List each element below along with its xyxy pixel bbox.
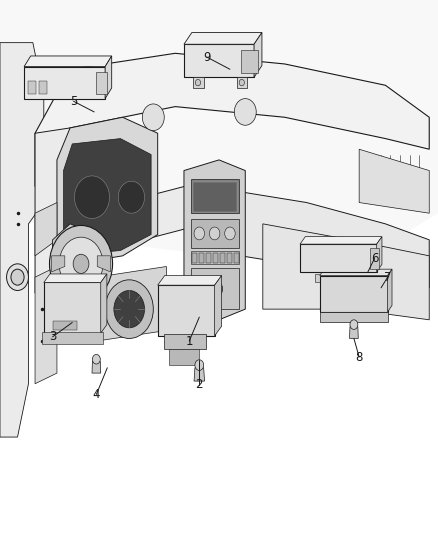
- Bar: [220, 253, 225, 263]
- Bar: [191, 219, 239, 248]
- Circle shape: [194, 227, 205, 240]
- Circle shape: [207, 279, 223, 298]
- Circle shape: [225, 227, 235, 240]
- Bar: [227, 253, 232, 263]
- Circle shape: [7, 264, 28, 290]
- Bar: [193, 182, 237, 212]
- Circle shape: [118, 181, 145, 213]
- Polygon shape: [158, 276, 222, 285]
- Polygon shape: [44, 282, 101, 333]
- Circle shape: [73, 254, 89, 273]
- Bar: [213, 253, 218, 263]
- Polygon shape: [35, 53, 429, 187]
- Circle shape: [92, 354, 100, 364]
- Bar: [241, 50, 258, 73]
- Polygon shape: [158, 285, 215, 336]
- Bar: [370, 248, 379, 269]
- Polygon shape: [388, 269, 392, 312]
- Polygon shape: [105, 56, 112, 99]
- Text: 5: 5: [70, 95, 77, 108]
- Polygon shape: [237, 77, 247, 88]
- Polygon shape: [57, 117, 158, 266]
- Polygon shape: [101, 274, 107, 333]
- Polygon shape: [300, 237, 382, 244]
- Polygon shape: [0, 0, 438, 256]
- Circle shape: [105, 280, 153, 338]
- Polygon shape: [0, 43, 44, 437]
- Bar: [39, 81, 47, 94]
- Bar: [28, 81, 36, 94]
- Polygon shape: [24, 56, 112, 67]
- Circle shape: [234, 99, 256, 125]
- Polygon shape: [359, 149, 429, 213]
- Circle shape: [114, 290, 145, 328]
- Bar: [234, 253, 239, 263]
- Text: 7: 7: [384, 271, 392, 284]
- Bar: [53, 321, 77, 330]
- Bar: [206, 253, 211, 263]
- Circle shape: [239, 79, 244, 86]
- Circle shape: [210, 284, 219, 294]
- Polygon shape: [92, 361, 101, 373]
- Text: 1: 1: [185, 335, 193, 348]
- Polygon shape: [184, 33, 262, 44]
- Circle shape: [142, 104, 164, 131]
- Circle shape: [195, 79, 201, 86]
- Circle shape: [209, 227, 220, 240]
- Circle shape: [59, 237, 103, 290]
- Polygon shape: [35, 266, 57, 384]
- Bar: [315, 274, 350, 282]
- Polygon shape: [320, 312, 388, 322]
- Bar: [191, 179, 239, 213]
- Polygon shape: [300, 244, 377, 272]
- Bar: [191, 251, 239, 264]
- Polygon shape: [377, 237, 382, 272]
- Text: 6: 6: [371, 252, 378, 265]
- Polygon shape: [97, 256, 110, 272]
- Bar: [199, 253, 204, 263]
- Polygon shape: [320, 269, 392, 276]
- Text: 2: 2: [195, 378, 203, 391]
- Polygon shape: [241, 192, 429, 288]
- Polygon shape: [24, 67, 105, 99]
- Polygon shape: [254, 33, 262, 77]
- Bar: [164, 334, 206, 349]
- Circle shape: [350, 320, 358, 329]
- Polygon shape: [96, 266, 166, 341]
- Polygon shape: [35, 128, 241, 293]
- Bar: [191, 268, 239, 309]
- Circle shape: [195, 360, 204, 370]
- Circle shape: [49, 225, 113, 302]
- Polygon shape: [68, 293, 78, 330]
- Text: 3: 3: [49, 330, 56, 343]
- Polygon shape: [263, 224, 429, 320]
- Text: 4: 4: [92, 388, 100, 401]
- Polygon shape: [64, 139, 151, 256]
- Polygon shape: [184, 160, 245, 320]
- Polygon shape: [44, 274, 107, 282]
- Polygon shape: [215, 276, 222, 336]
- Polygon shape: [194, 368, 205, 381]
- Polygon shape: [193, 77, 204, 88]
- Polygon shape: [53, 224, 96, 309]
- Bar: [192, 253, 197, 263]
- Polygon shape: [350, 327, 358, 338]
- Polygon shape: [52, 256, 65, 272]
- Polygon shape: [169, 349, 199, 365]
- Polygon shape: [35, 203, 57, 256]
- Bar: [96, 72, 107, 94]
- Text: 8: 8: [356, 351, 363, 364]
- Bar: [42, 332, 103, 344]
- Circle shape: [74, 176, 110, 219]
- Text: 9: 9: [203, 51, 211, 63]
- Polygon shape: [184, 44, 254, 77]
- Circle shape: [11, 269, 24, 285]
- Polygon shape: [320, 276, 388, 312]
